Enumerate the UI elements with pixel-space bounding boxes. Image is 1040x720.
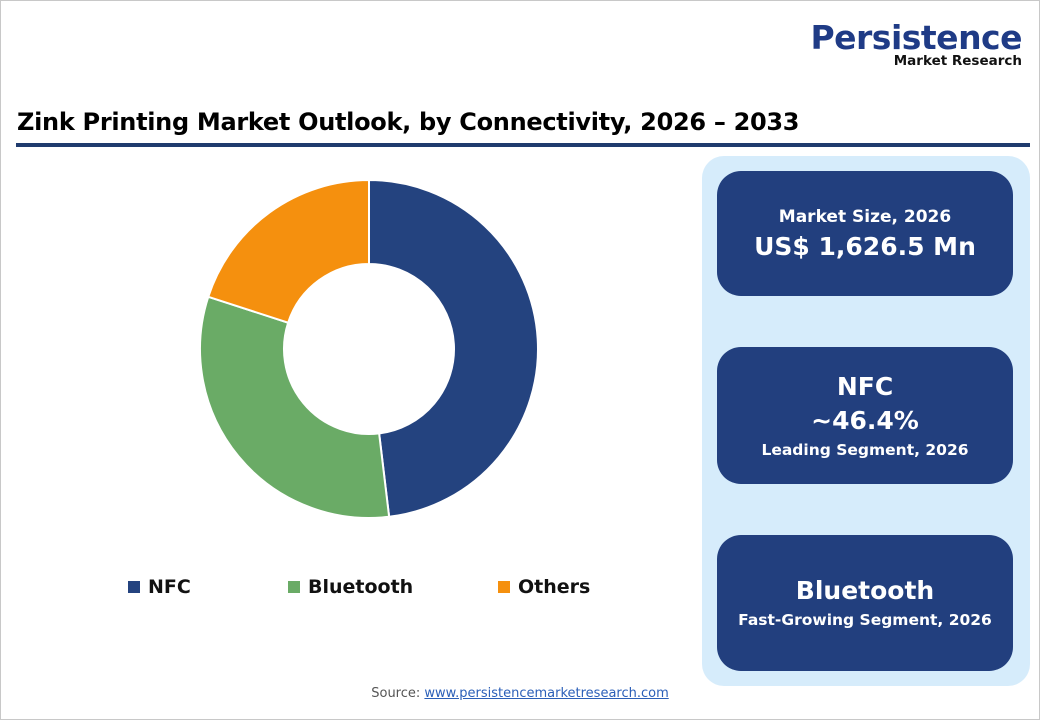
donut-slice-others <box>207 178 370 324</box>
leading-segment-name: NFC <box>836 371 894 401</box>
legend-item-bluetooth: Bluetooth <box>288 576 413 598</box>
market-size-label: Market Size, 2026 <box>778 206 952 227</box>
logo-sub-text: Market Research <box>893 53 1022 69</box>
market-size-card: Market Size, 2026 US$ 1,626.5 Mn <box>717 171 1013 296</box>
fast-growing-segment-card: Bluetooth Fast-Growing Segment, 2026 <box>717 535 1013 671</box>
leading-segment-label: Leading Segment, 2026 <box>761 440 969 459</box>
legend-label: Others <box>518 576 591 598</box>
logo-main-text: Persistence <box>810 18 1022 57</box>
fast-growing-segment-name: Bluetooth <box>795 576 935 605</box>
legend-swatch-nfc <box>128 581 140 593</box>
donut-slice-nfc <box>368 178 539 518</box>
company-logo: Persistence Market Research <box>810 18 1022 69</box>
source-prefix: Source: <box>371 686 425 701</box>
title-underline <box>16 143 1030 147</box>
legend-swatch-bluetooth <box>288 581 300 593</box>
leading-segment-share: ~46.4% <box>811 405 919 435</box>
market-size-value: US$ 1,626.5 Mn <box>754 231 976 261</box>
leading-segment-card: NFC ~46.4% Leading Segment, 2026 <box>717 347 1013 484</box>
chart-legend: NFC Bluetooth Others <box>128 576 628 604</box>
legend-item-others: Others <box>498 576 590 598</box>
legend-label: NFC <box>148 576 191 598</box>
legend-swatch-others <box>498 581 510 593</box>
source-note: Source: www.persistencemarketresearch.co… <box>0 686 1040 701</box>
chart-title: Zink Printing Market Outlook, by Connect… <box>17 108 800 136</box>
legend-item-nfc: NFC <box>128 576 191 598</box>
legend-label: Bluetooth <box>308 576 414 598</box>
fast-growing-segment-label: Fast-Growing Segment, 2026 <box>738 611 992 629</box>
source-link[interactable]: www.persistencemarketresearch.com <box>424 686 669 701</box>
donut-slice-bluetooth <box>199 295 391 519</box>
